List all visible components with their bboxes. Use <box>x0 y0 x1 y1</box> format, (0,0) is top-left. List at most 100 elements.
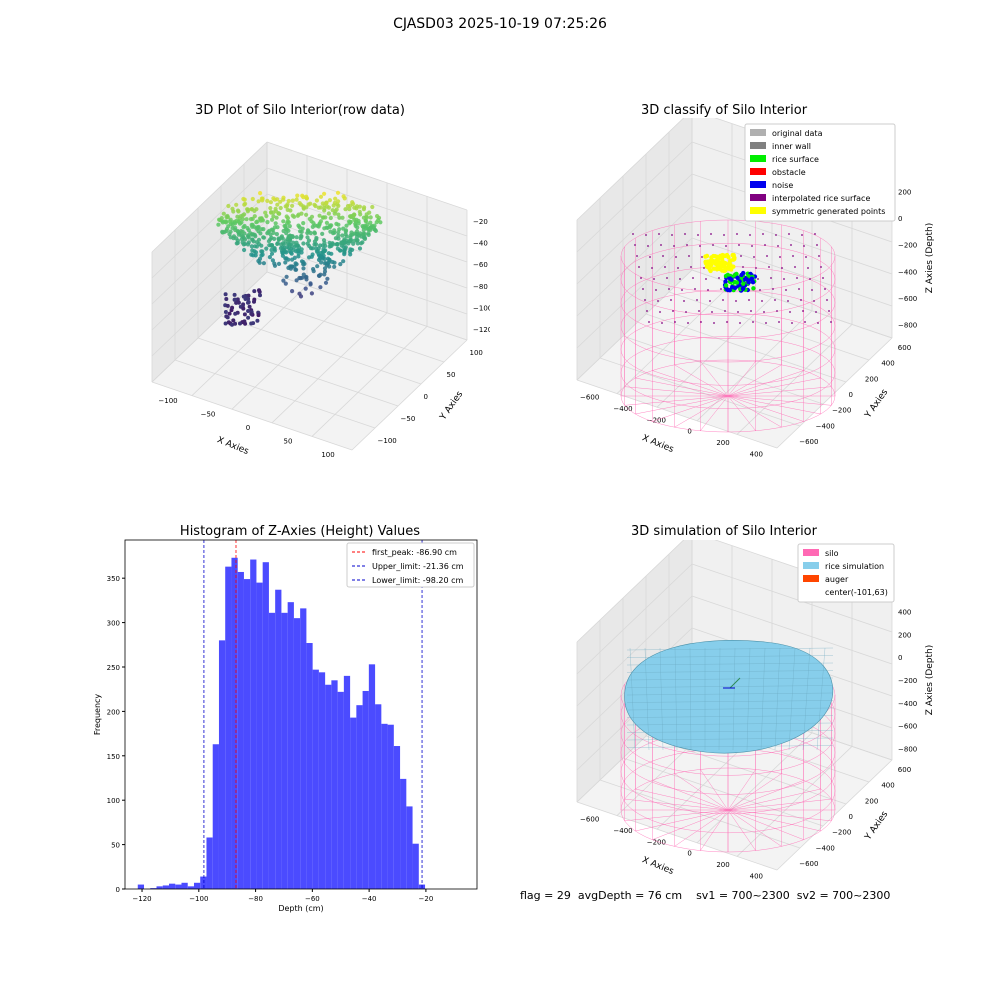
p1-data-point <box>336 199 341 204</box>
p2-interpolated-point <box>645 234 647 236</box>
histogram-bar <box>331 680 338 889</box>
p4-silo-spoke <box>674 773 729 811</box>
p1-data-point <box>325 276 330 281</box>
p2-silo-spoke <box>624 395 729 406</box>
p4-xtick-label: 200 <box>716 861 729 869</box>
p2-grid-line <box>576 269 693 381</box>
p1-data-point <box>286 245 291 250</box>
p1-data-point <box>230 206 235 211</box>
p2-interpolated-point <box>692 277 694 279</box>
p2-interpolated-point <box>789 311 791 313</box>
histogram-bar <box>187 886 194 889</box>
p1-data-point <box>253 234 258 239</box>
p1-data-point <box>297 245 302 250</box>
p1-data-point <box>252 244 258 249</box>
p1-data-point <box>322 191 327 196</box>
p2-silo-spoke <box>652 370 729 397</box>
p1-data-point <box>270 217 275 222</box>
p1-xtick-label: 100 <box>321 451 334 459</box>
p2-interpolated-point <box>794 266 796 268</box>
histogram-bar <box>150 888 157 889</box>
p1-grid-line <box>151 245 268 357</box>
panel4-title: 3D simulation of Silo Interior <box>631 524 817 539</box>
p1-data-point <box>336 212 341 217</box>
p1-data-point <box>303 286 308 291</box>
p1-grid-line <box>266 167 468 237</box>
histogram-bar <box>218 640 226 889</box>
p1-data-point <box>240 217 245 222</box>
histogram-bar <box>281 612 288 889</box>
p2-legend-label: noise <box>772 181 793 190</box>
p1-data-point <box>321 215 326 220</box>
p1-data-point <box>324 200 329 205</box>
p2-legend-swatch <box>750 129 766 136</box>
p2-interpolated-point <box>761 300 763 302</box>
p1-data-point <box>284 227 289 232</box>
p1-data-point <box>269 251 275 256</box>
p1-data-point <box>228 229 233 234</box>
p1-data-point <box>332 211 337 216</box>
histogram-bar <box>169 883 176 889</box>
p4-legend-label: silo <box>825 549 839 558</box>
p1-data-point <box>319 254 324 259</box>
p2-silo-spoke <box>635 395 729 415</box>
p1-data-point <box>281 278 286 283</box>
p1-data-point <box>357 204 362 209</box>
p1-data-point <box>294 197 299 202</box>
p1-data-point <box>281 219 286 224</box>
histogram-frame <box>124 539 478 890</box>
p2-interpolated-point <box>742 266 744 268</box>
p1-data-point <box>328 242 333 247</box>
p1-data-point <box>268 237 273 242</box>
p1-data-point <box>224 314 229 319</box>
p4-mesh-line <box>626 655 834 658</box>
p2-rice-point <box>740 286 746 291</box>
p1-data-point <box>299 211 304 216</box>
p2-interpolated-point <box>634 244 636 246</box>
p2-rice-point <box>735 275 740 280</box>
histogram-bar <box>137 884 145 889</box>
p1-data-point <box>329 251 334 256</box>
p4-legend-box <box>797 543 895 603</box>
p2-legend-swatch <box>750 181 766 188</box>
p1-data-point <box>349 214 354 219</box>
p1-data-point <box>227 219 232 224</box>
p2-rice-point <box>744 277 749 282</box>
p1-data-point <box>223 292 228 297</box>
p4-silo-spoke <box>727 809 782 847</box>
p1-data-point <box>361 225 366 230</box>
histogram-xtick-label: −20 <box>419 895 434 903</box>
p2-symmetric-point <box>722 253 728 259</box>
p1-data-point <box>242 223 247 229</box>
p1-data-point <box>322 269 328 274</box>
p2-grid-line <box>691 205 893 275</box>
p4-legend-label: auger <box>825 575 849 584</box>
p4-mesh-line <box>626 722 834 726</box>
p2-symmetric-point <box>704 253 710 259</box>
p1-grid-line <box>197 337 399 407</box>
p4-silo-spoke <box>727 809 832 822</box>
p1-xtick-label: 0 <box>246 424 250 432</box>
p1-data-point <box>284 203 290 209</box>
p1-data-point <box>310 224 315 229</box>
p1-data-point <box>318 272 323 277</box>
p1-ytick-label: 100 <box>470 349 483 357</box>
histogram-legend-label: Upper_limit: -21.36 cm <box>372 562 464 571</box>
p2-interpolated-point <box>776 310 778 312</box>
histogram-bar <box>156 886 163 889</box>
p4-ztick-label: 200 <box>898 631 911 639</box>
p2-grid-line <box>656 296 773 408</box>
histogram-bar <box>256 582 263 889</box>
p1-data-point <box>314 237 319 242</box>
histogram-ytick-label: 50 <box>111 842 120 850</box>
histogram-bar <box>181 882 188 889</box>
p4-silo-spoke <box>700 769 729 811</box>
histogram-bar <box>212 744 219 889</box>
p1-data-point <box>246 300 250 305</box>
p2-interpolated-point <box>811 289 813 291</box>
p1-data-point <box>255 318 260 323</box>
p2-interpolated-point <box>674 321 676 323</box>
p1-data-point <box>340 215 345 220</box>
p4-xtick-label: 0 <box>687 850 691 858</box>
p2-interpolated-point <box>753 256 755 258</box>
